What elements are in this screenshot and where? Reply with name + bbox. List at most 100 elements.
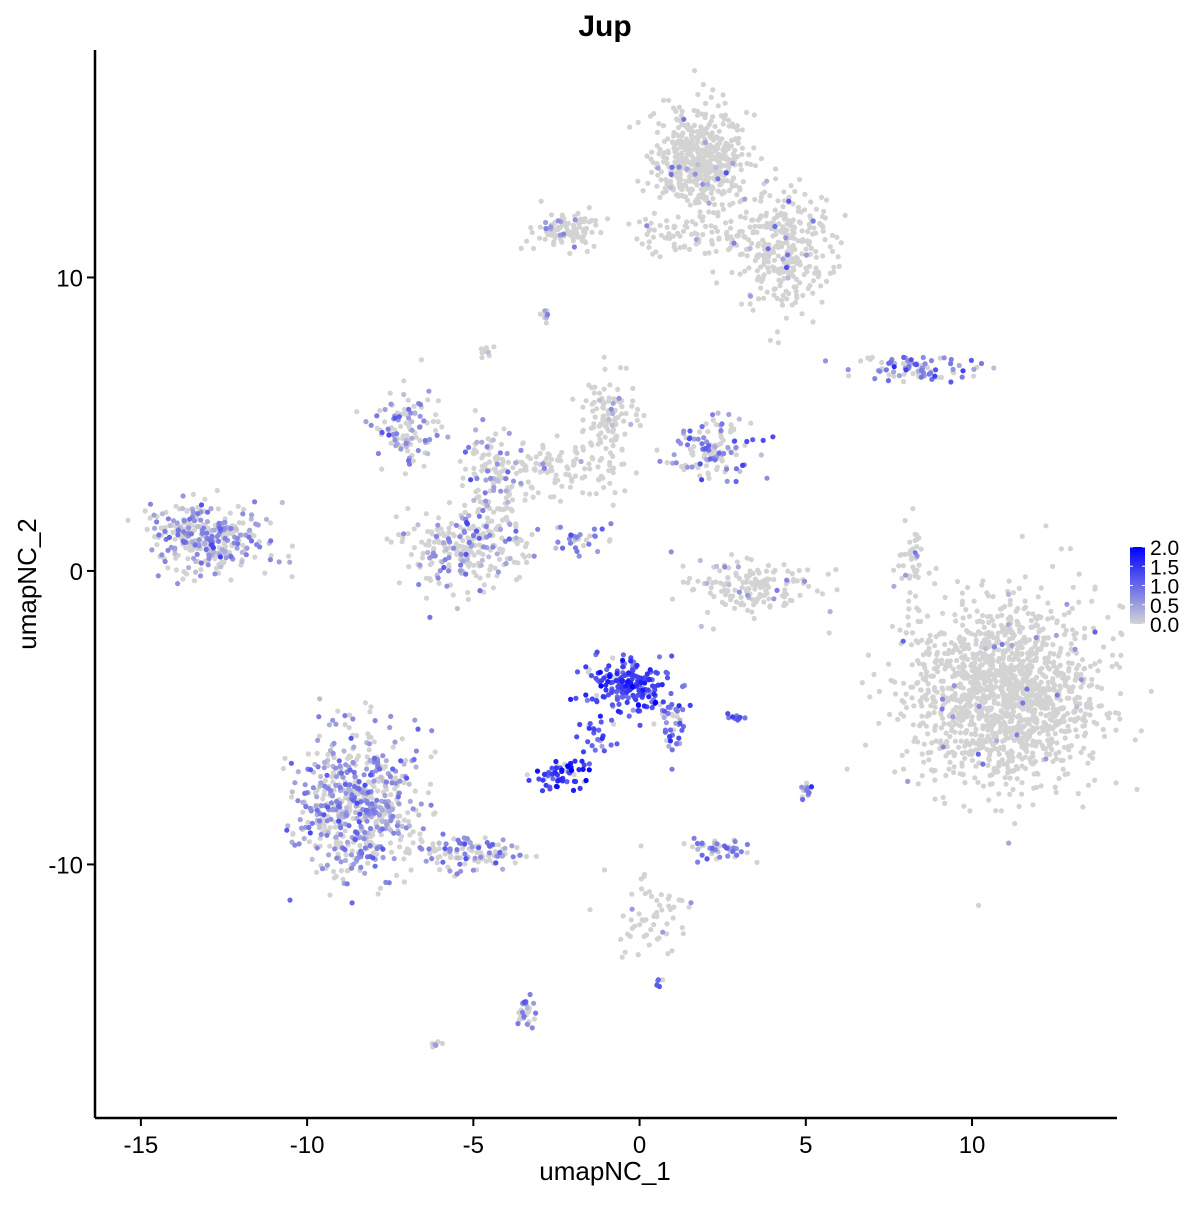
data-point: [406, 781, 412, 787]
data-point: [473, 427, 479, 433]
data-point: [708, 190, 714, 196]
data-point: [555, 218, 561, 224]
data-point: [483, 477, 489, 483]
data-point: [819, 591, 826, 597]
data-point: [664, 459, 670, 466]
data-point: [690, 844, 696, 850]
data-point: [915, 618, 921, 625]
data-point: [998, 622, 1005, 628]
data-point: [892, 691, 899, 697]
data-point: [392, 775, 399, 781]
data-point: [607, 382, 613, 388]
data-point: [262, 570, 268, 576]
data-point: [1134, 786, 1140, 793]
data-point: [367, 757, 373, 764]
data-point: [375, 450, 381, 457]
data-point: [506, 430, 512, 436]
data-point: [375, 788, 381, 794]
data-point: [806, 241, 812, 248]
data-point: [718, 162, 724, 168]
data-point: [479, 439, 485, 445]
data-point: [903, 572, 909, 578]
data-point: [589, 743, 595, 749]
data-point: [428, 802, 434, 808]
data-point: [959, 374, 965, 380]
data-point: [907, 590, 913, 596]
data-point: [629, 403, 635, 409]
data-point: [994, 738, 1000, 744]
data-point: [340, 774, 346, 780]
data-point: [915, 658, 921, 664]
data-point: [765, 562, 772, 569]
data-point: [862, 742, 869, 748]
data-point: [396, 532, 402, 538]
data-point: [629, 891, 635, 897]
data-point: [1042, 655, 1048, 661]
data-point: [465, 596, 471, 603]
data-point: [406, 564, 412, 570]
data-point: [344, 881, 350, 887]
data-point: [206, 555, 212, 562]
data-point: [607, 538, 613, 544]
data-point: [819, 299, 825, 305]
data-point: [383, 758, 389, 764]
data-point: [681, 428, 687, 434]
data-point: [960, 615, 966, 621]
data-point: [714, 464, 721, 470]
data-point: [976, 760, 982, 766]
data-point: [663, 177, 669, 183]
data-point: [633, 470, 639, 476]
data-point: [796, 567, 802, 574]
data-point: [1061, 623, 1067, 629]
data-point: [726, 187, 733, 194]
data-point: [990, 663, 996, 669]
data-point: [957, 713, 963, 719]
data-point: [583, 398, 589, 404]
data-point: [867, 694, 873, 700]
data-point: [810, 319, 816, 325]
data-point: [934, 689, 940, 695]
data-point: [635, 406, 641, 412]
data-point: [711, 593, 717, 600]
data-point: [482, 835, 488, 841]
data-point: [403, 825, 409, 831]
data-point: [325, 751, 331, 758]
data-point: [956, 664, 962, 670]
data-point: [796, 219, 803, 225]
data-point: [706, 250, 712, 256]
data-point: [999, 612, 1005, 618]
data-point: [795, 204, 802, 210]
data-point: [318, 780, 324, 786]
data-point: [1025, 610, 1031, 617]
data-point: [1016, 585, 1022, 592]
data-point: [1066, 688, 1072, 694]
data-point: [399, 833, 405, 840]
data-point: [972, 660, 978, 666]
data-point: [958, 738, 964, 744]
data-point: [370, 855, 376, 861]
data-point: [979, 662, 985, 668]
data-point: [791, 284, 797, 290]
data-point: [620, 652, 627, 658]
data-point: [466, 526, 473, 532]
data-point: [697, 557, 703, 564]
data-point: [780, 204, 786, 210]
data-point: [478, 854, 484, 860]
data-point: [330, 770, 336, 776]
data-point: [165, 547, 171, 554]
data-point: [761, 189, 768, 195]
data-point: [778, 279, 784, 285]
data-point: [507, 521, 513, 528]
data-point: [985, 653, 992, 660]
data-point: [940, 715, 946, 721]
data-point: [658, 177, 664, 183]
data-point: [574, 233, 581, 239]
data-point: [731, 175, 737, 181]
data-point: [742, 715, 748, 721]
data-point: [716, 128, 722, 134]
data-point: [1039, 665, 1045, 671]
data-point: [967, 742, 973, 748]
data-point: [435, 522, 441, 528]
data-point: [393, 780, 399, 786]
data-point: [503, 488, 509, 494]
